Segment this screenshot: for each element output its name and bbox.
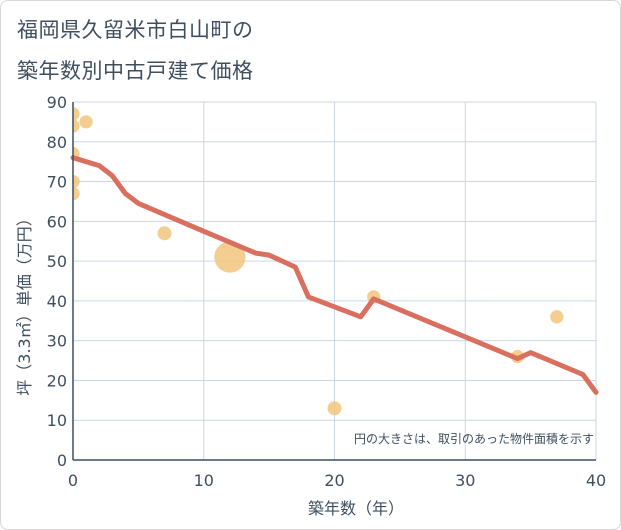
y-tick-label: 80: [47, 133, 67, 152]
axes: [72, 102, 596, 461]
x-axis-label: 築年数（年）: [308, 499, 404, 518]
y-tick-label: 90: [47, 93, 67, 112]
y-tick-label: 70: [47, 173, 67, 192]
y-tick-label: 60: [47, 212, 67, 231]
chart-title-line2: 築年数別中古戸建て価格: [17, 59, 254, 83]
bubble-point: [79, 115, 93, 129]
y-tick-label: 50: [47, 252, 67, 271]
x-tick-label: 40: [586, 471, 606, 490]
bubble-point: [73, 107, 80, 121]
bubble-point: [550, 310, 564, 324]
x-tick-label: 30: [455, 471, 475, 490]
x-tick-label: 0: [68, 471, 78, 490]
chart-title-line1: 福岡県久留米市白山町の: [17, 18, 254, 42]
bubble-point: [73, 174, 80, 189]
x-tick-label: 20: [324, 471, 344, 490]
bubble-point: [157, 226, 172, 241]
y-tick-label: 0: [57, 451, 67, 470]
trend-series: [70, 155, 599, 395]
y-tick-label: 20: [47, 371, 67, 390]
y-tick-label: 40: [47, 292, 67, 311]
tick-labels: 0 10 20 30 40 50 60 70 80 90 0 10 20 30 40: [47, 93, 607, 490]
trend-line: [70, 155, 599, 395]
bubble-series: [73, 107, 564, 416]
bubble-point: [214, 241, 246, 273]
y-tick-label: 10: [47, 411, 67, 430]
bubble-point: [73, 119, 80, 133]
x-tick-label: 10: [194, 471, 214, 490]
y-tick-label: 30: [47, 332, 67, 351]
bubble-size-note: 円の大きさは、取引のあった物件面積を示す: [354, 431, 594, 446]
bubble-point: [73, 186, 80, 201]
bubble-point: [327, 401, 342, 416]
y-axis-label: 坪（3.3㎡）単価（万円）: [15, 210, 34, 395]
